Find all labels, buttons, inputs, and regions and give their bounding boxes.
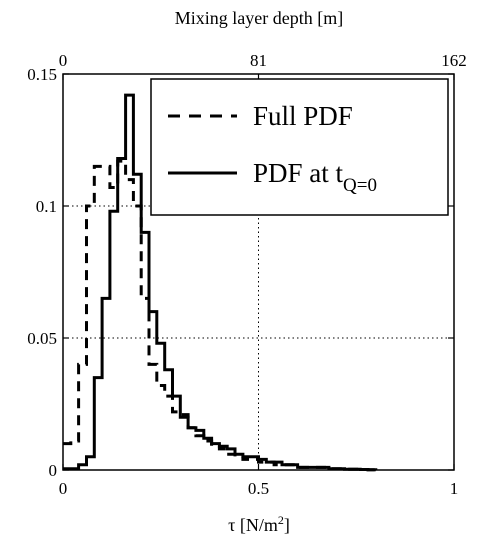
y-tick-label-1: 0.05: [27, 329, 57, 348]
x-axis-title-main: τ [N/m: [228, 515, 278, 535]
tick-labels: 0 0.5 1 0 81 162 0 0.05 0.1 0.15: [27, 51, 467, 498]
legend-label-pdf-at-t-sub: Q=0: [343, 175, 377, 196]
top-tick-label-1: 81: [250, 51, 267, 70]
x-tick-label-2: 1: [450, 479, 459, 498]
y-tick-label-2: 0.1: [36, 197, 57, 216]
y-tick-label-0: 0: [49, 461, 58, 480]
grid-lines: [63, 74, 454, 470]
top-tick-label-2: 162: [441, 51, 467, 70]
x-axis-title-end: ]: [284, 515, 290, 535]
x-tick-label-1: 0.5: [248, 479, 269, 498]
x-axis-title: τ [N/m2]: [228, 513, 290, 535]
legend-label-pdf-at-t-main: PDF at t: [253, 158, 344, 188]
x-tick-label-0: 0: [59, 479, 68, 498]
top-axis-title: Mixing layer depth [m]: [175, 8, 343, 28]
legend-label-full-pdf: Full PDF: [253, 101, 353, 131]
top-tick-label-0: 0: [59, 51, 68, 70]
legend: Full PDF PDF at tQ=0: [150, 78, 449, 216]
x-axis-title-sup: 2: [278, 513, 284, 527]
legend-box: [150, 78, 449, 216]
tick-marks: [62, 73, 455, 471]
series-layer: [63, 93, 378, 472]
y-tick-label-3: 0.15: [27, 65, 57, 84]
legend-label-pdf-at-t: PDF at tQ=0: [253, 158, 377, 196]
series-line-pdf-at-t: [63, 93, 378, 472]
